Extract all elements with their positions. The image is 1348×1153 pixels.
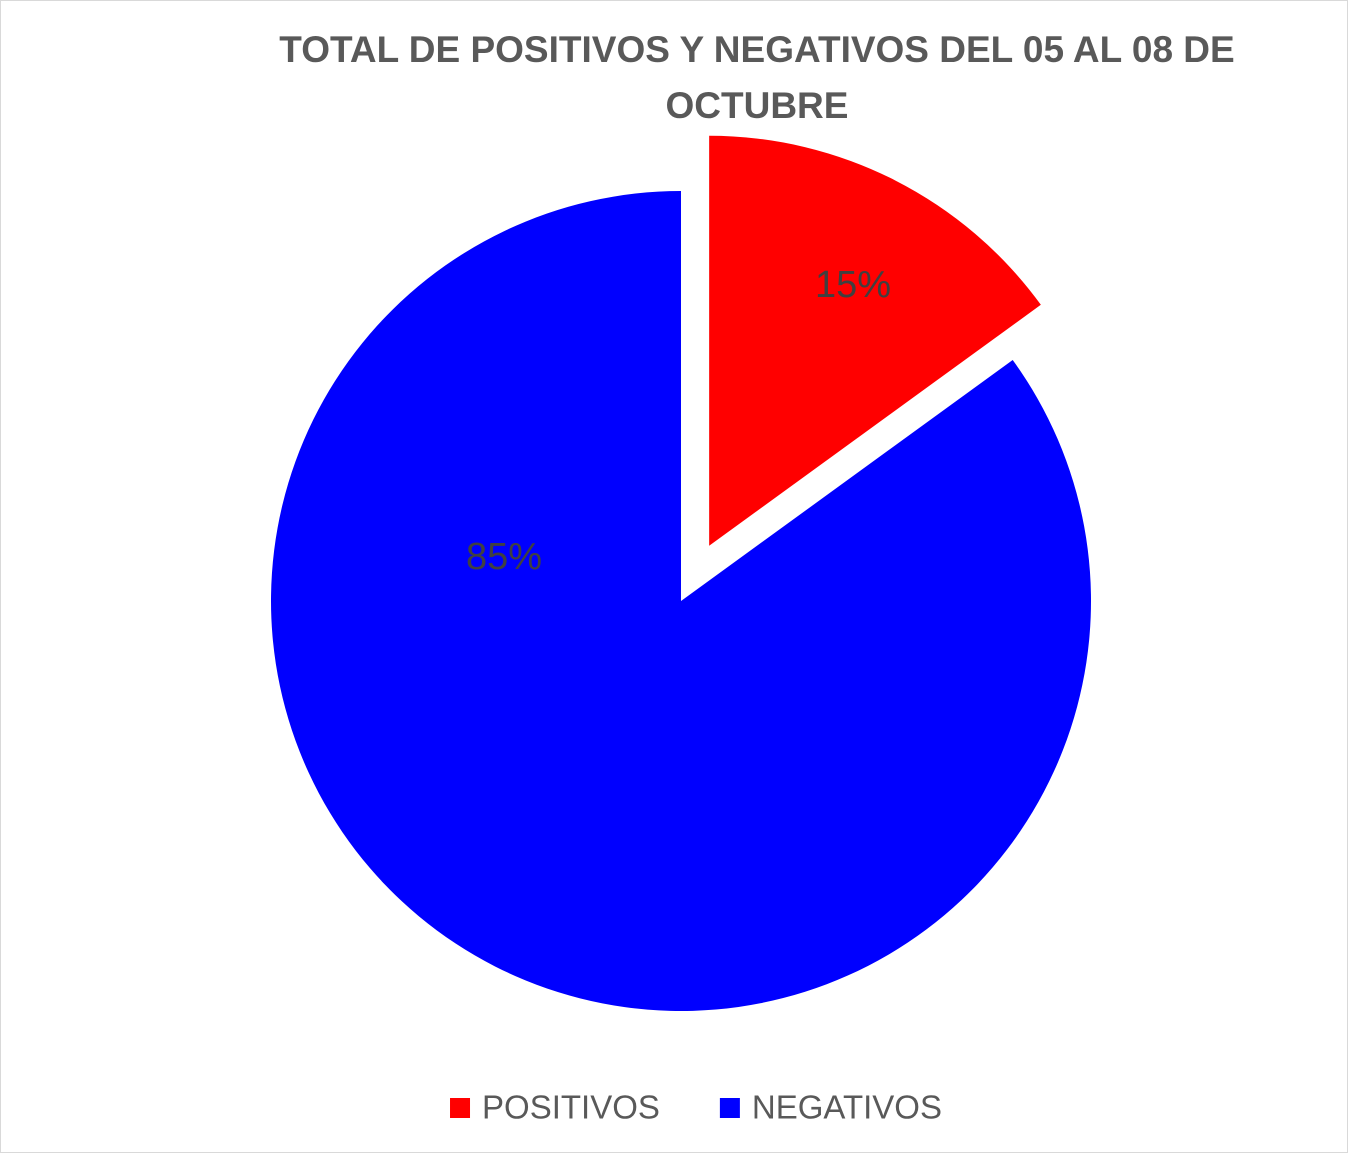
pie-slice	[271, 191, 1091, 1012]
legend-label: NEGATIVOS	[752, 1089, 942, 1126]
data-label: 15%	[815, 264, 891, 306]
legend-label: POSITIVOS	[482, 1089, 660, 1126]
data-label: 85%	[466, 536, 542, 578]
chart-title: TOTAL DE POSITIVOS Y NEGATIVOS DEL 05 AL…	[279, 29, 1235, 126]
legend-swatch	[450, 1098, 471, 1118]
legend-swatch	[719, 1098, 740, 1118]
pie-slice	[709, 135, 1041, 546]
